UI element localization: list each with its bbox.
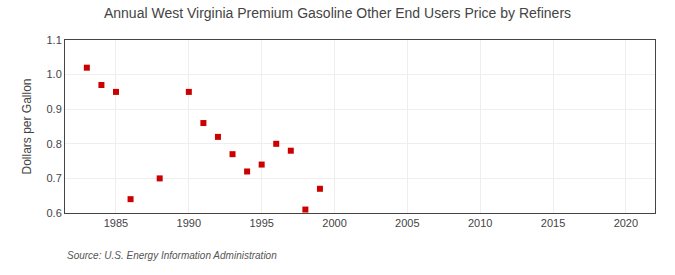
- svg-text:0.6: 0.6: [47, 207, 62, 219]
- svg-text:1.1: 1.1: [47, 34, 62, 46]
- svg-text:2020: 2020: [614, 217, 638, 229]
- svg-text:2010: 2010: [468, 217, 492, 229]
- svg-text:1985: 1985: [104, 217, 128, 229]
- svg-text:Annual West Virginia Premium G: Annual West Virginia Premium Gasoline Ot…: [104, 5, 571, 21]
- svg-text:0.9: 0.9: [47, 103, 62, 115]
- svg-text:1990: 1990: [177, 217, 201, 229]
- svg-text:2005: 2005: [395, 217, 419, 229]
- svg-text:1995: 1995: [249, 217, 273, 229]
- svg-text:2015: 2015: [541, 217, 565, 229]
- svg-text:1.0: 1.0: [47, 68, 62, 80]
- svg-text:2000: 2000: [322, 217, 346, 229]
- svg-text:0.7: 0.7: [47, 172, 62, 184]
- svg-text:Dollars per Gallon: Dollars per Gallon: [20, 78, 34, 174]
- svg-text:0.8: 0.8: [47, 138, 62, 150]
- svg-text:Source: U.S. Energy Informatio: Source: U.S. Energy Information Administ…: [67, 250, 277, 261]
